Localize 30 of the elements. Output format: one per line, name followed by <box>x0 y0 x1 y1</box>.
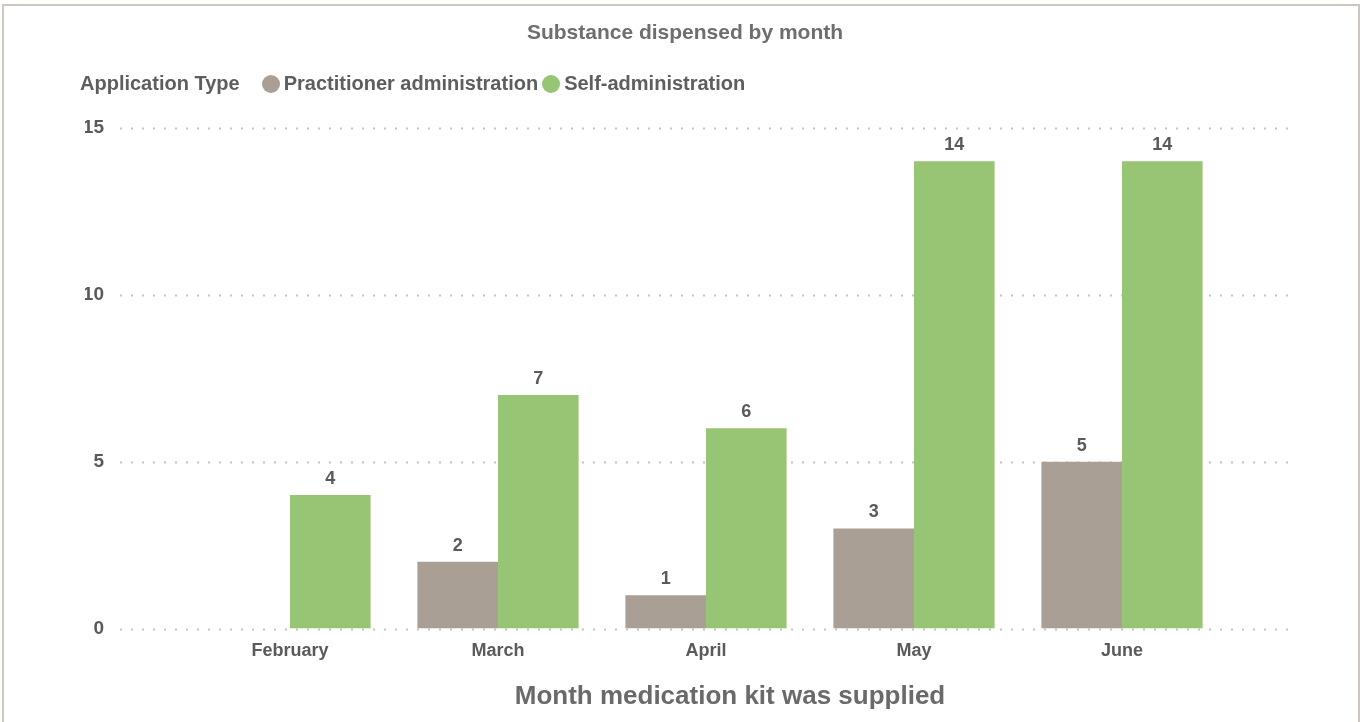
bar <box>625 595 706 629</box>
data-label: 4 <box>325 468 336 489</box>
data-label: 2 <box>452 534 463 555</box>
x-axis-title: Month medication kit was supplied <box>513 680 947 711</box>
y-tick-label: 5 <box>93 449 105 471</box>
x-tick-label: March <box>471 640 525 661</box>
bar <box>498 394 579 629</box>
bar <box>1041 461 1122 629</box>
data-label: 1 <box>660 568 671 589</box>
bar <box>706 428 787 629</box>
y-tick-label: 0 <box>93 616 104 638</box>
x-tick-label: February <box>251 640 329 661</box>
data-label: 6 <box>741 401 752 422</box>
data-label: 5 <box>1076 434 1087 455</box>
legend-label: Practitioner administration <box>283 72 539 95</box>
bar <box>914 161 995 629</box>
data-label: 14 <box>1152 134 1173 155</box>
x-tick-label: May <box>896 640 932 661</box>
bar <box>833 528 914 629</box>
bar <box>290 495 371 629</box>
legend-label: Self-administration <box>564 72 746 95</box>
data-label: 3 <box>868 501 879 522</box>
legend-title: Application Type <box>80 72 240 95</box>
x-tick-label: April <box>685 640 727 661</box>
data-label: 14 <box>944 134 965 155</box>
chart-title: Substance dispensed by month <box>525 20 845 44</box>
data-label: 7 <box>533 367 544 388</box>
bar <box>417 561 498 629</box>
bar <box>1122 161 1203 629</box>
x-tick-label: June <box>1100 640 1144 661</box>
